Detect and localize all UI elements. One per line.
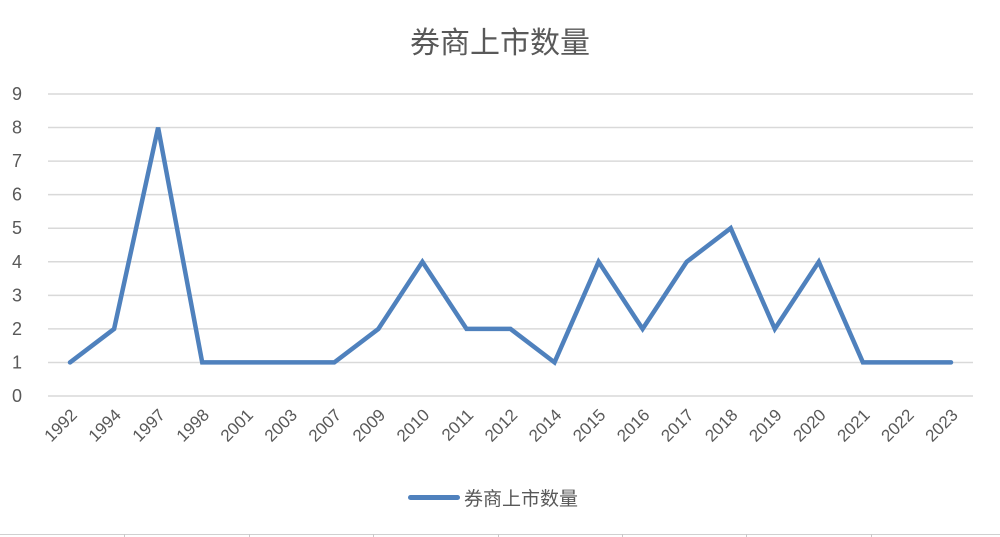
x-tick-label: 2018 [701, 405, 741, 445]
x-tick-label: 2019 [745, 405, 785, 445]
y-tick-label: 7 [12, 151, 22, 171]
x-tick-label: 1992 [41, 405, 81, 445]
y-tick-label: 9 [12, 84, 22, 104]
cell-divider [373, 534, 374, 537]
x-tick-label: 2014 [525, 405, 565, 445]
cell-divider [498, 534, 499, 537]
legend-label: 券商上市数量 [464, 488, 579, 510]
x-tick-label: 2003 [261, 405, 301, 445]
y-tick-label: 5 [12, 218, 22, 238]
chart-title: 券商上市数量 [410, 26, 590, 61]
x-tick-label: 2011 [438, 405, 477, 444]
sheet-bottom-border [0, 534, 1000, 535]
legend-line-swatch-icon [408, 495, 460, 500]
y-axis-ticks: 0 1 2 3 4 5 6 7 8 9 [12, 84, 22, 406]
legend: 券商上市数量 [408, 484, 578, 511]
cell-divider [249, 534, 250, 537]
cell-divider [124, 534, 125, 537]
y-tick-label: 3 [12, 285, 22, 305]
x-tick-label: 2020 [789, 405, 829, 445]
y-tick-label: 0 [12, 386, 22, 406]
x-tick-label: 2021 [834, 405, 874, 445]
x-tick-label: 2009 [349, 405, 389, 445]
x-tick-label: 2023 [922, 405, 962, 445]
y-tick-label: 4 [12, 252, 22, 272]
cell-divider [746, 534, 747, 537]
cell-divider [622, 534, 623, 537]
x-axis-ticks: 1992 1994 1997 1998 2001 2003 2007 2009 2010 2011… [41, 405, 962, 445]
x-tick-label: 2007 [305, 405, 345, 445]
x-tick-label: 2010 [393, 405, 433, 445]
cell-divider [871, 534, 872, 537]
y-tick-label: 6 [12, 185, 22, 205]
series-line [67, 127, 954, 366]
data-series [67, 127, 954, 366]
x-tick-label: 2012 [481, 405, 521, 445]
x-tick-label: 1997 [129, 405, 169, 445]
y-tick-label: 8 [12, 118, 22, 138]
x-tick-label: 2017 [657, 405, 697, 445]
x-tick-label: 2001 [217, 405, 257, 445]
x-tick-label: 2016 [613, 405, 653, 445]
x-tick-label: 1994 [85, 405, 125, 445]
x-tick-label: 2022 [878, 405, 918, 445]
gridlines [48, 93, 973, 397]
x-tick-label: 1998 [173, 405, 213, 445]
x-tick-label: 2015 [569, 405, 609, 445]
y-tick-label: 2 [12, 319, 22, 339]
y-tick-label: 1 [12, 352, 22, 372]
